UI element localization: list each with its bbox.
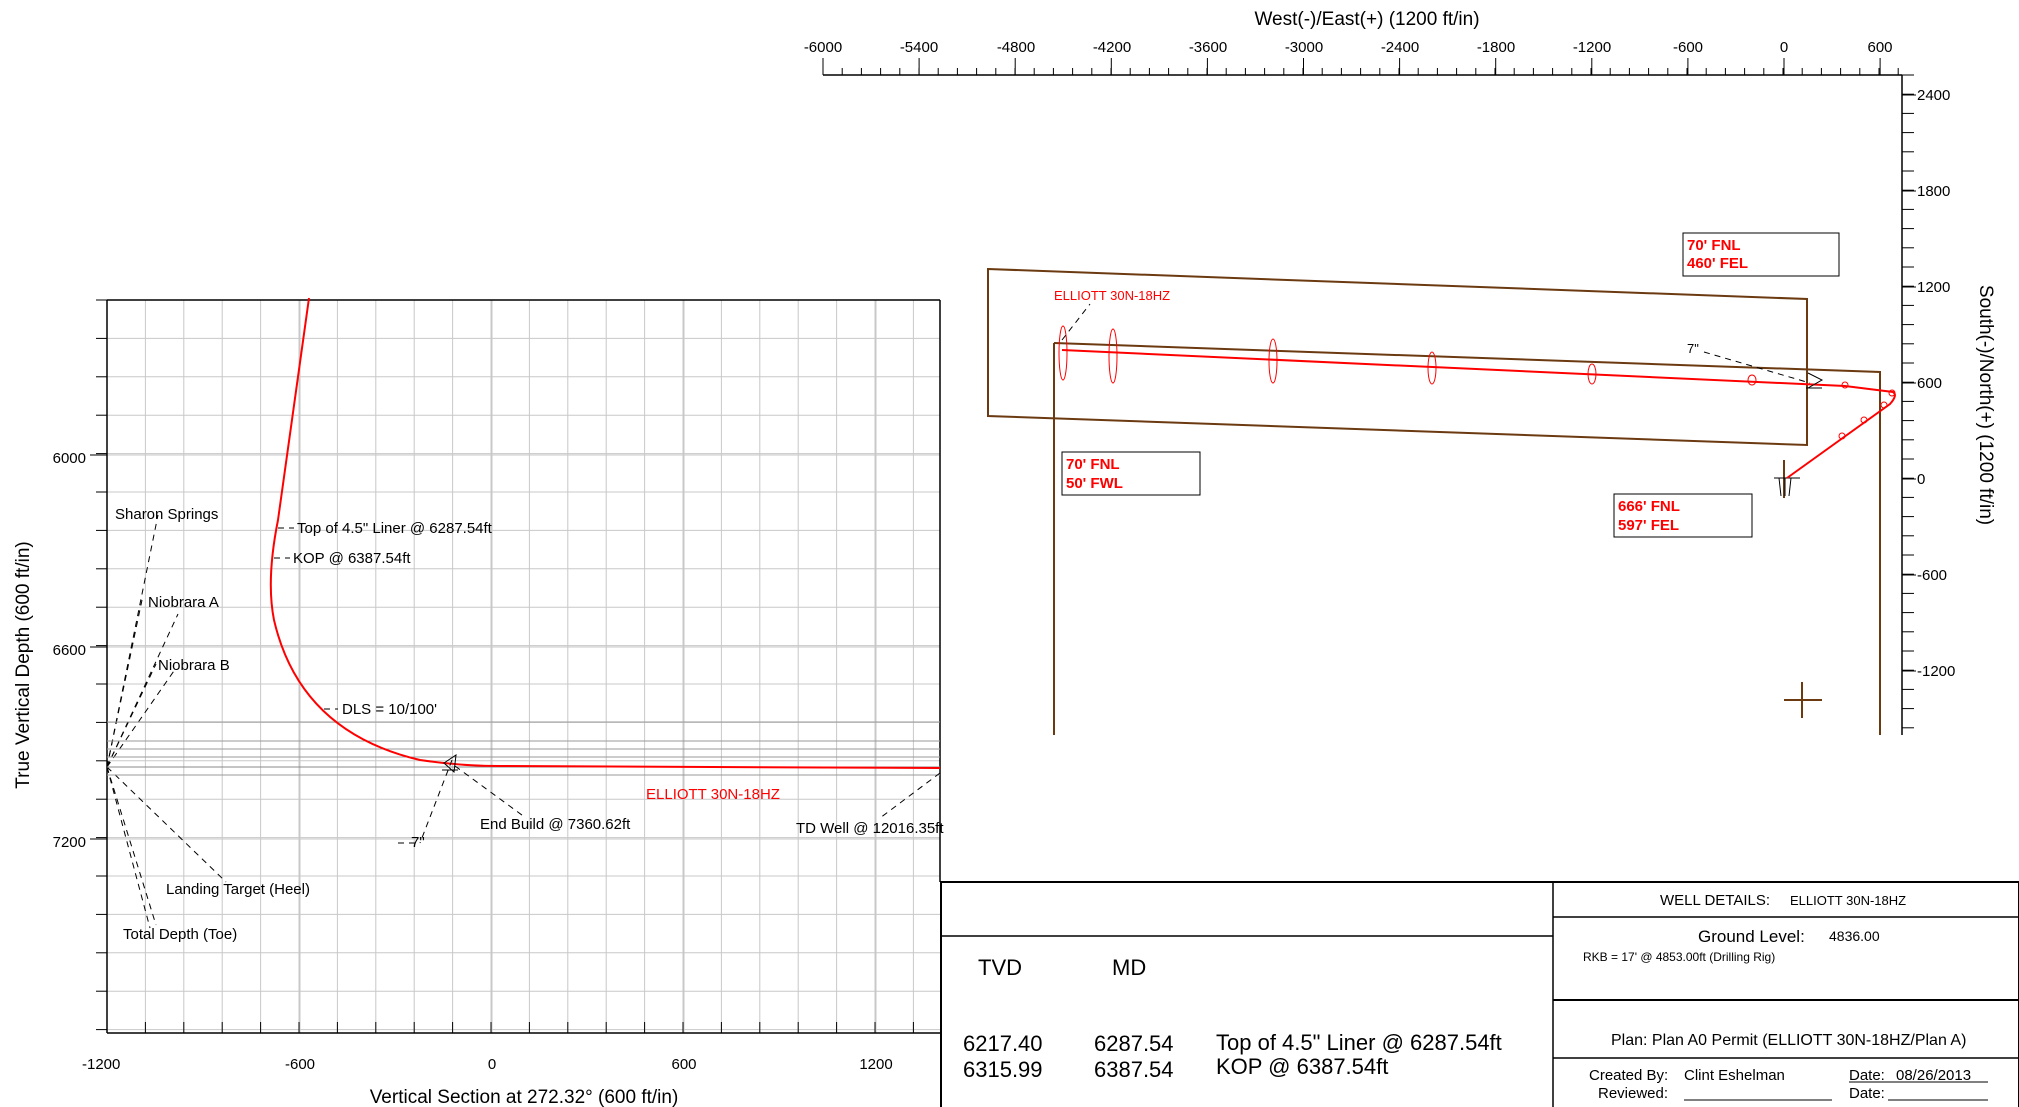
row2-md: 6387.54 — [1094, 1057, 1174, 1082]
annot-dls: DLS = 10/100' — [342, 701, 437, 718]
plan-ytick-2: 1200 — [1917, 279, 1950, 296]
date-label-1: Date: — [1849, 1067, 1885, 1084]
plan-ytick-6: -1200 — [1917, 663, 1955, 680]
created-by-value: Clint Eshelman — [1684, 1067, 1785, 1084]
ground-level-value: 4836.00 — [1829, 928, 1880, 944]
box2-line2: 50' FWL — [1066, 475, 1123, 492]
section-well-name: ELLIOTT 30N-18HZ — [646, 786, 780, 803]
box3-line1: 666' FNL — [1618, 498, 1680, 515]
ground-level-label: Ground Level: — [1698, 927, 1805, 946]
annot-td-well: TD Well @ 12016.35ft — [796, 820, 944, 837]
plan-xtick-11: 600 — [1867, 39, 1892, 56]
plan-xtick-4: -3600 — [1189, 39, 1227, 56]
plan-ytick-1: 1800 — [1917, 183, 1950, 200]
hardline-box — [987, 267, 1808, 447]
box1-line1: 70' FNL — [1687, 237, 1741, 254]
created-by-label: Created By: — [1589, 1067, 1668, 1084]
section-ytick-1: 6600 — [53, 642, 86, 659]
plan-xtick-9: -600 — [1673, 39, 1703, 56]
plan-casing-icon — [1806, 372, 1824, 389]
section-xtick-1: -600 — [285, 1056, 315, 1073]
plan-ytick-4: 0 — [1917, 471, 1925, 488]
rig-icon — [1774, 477, 1800, 497]
box3-line2: 597' FEL — [1618, 517, 1679, 534]
plan-xtick-7: -1800 — [1477, 39, 1515, 56]
casing-shoe-icon — [442, 753, 458, 774]
formation-leaders — [106, 514, 227, 929]
row1-md: 6287.54 — [1094, 1031, 1174, 1056]
plan-view: West(-)/East(+) (1200 ft/in) -6000 -5400… — [804, 9, 1996, 735]
plan-xtick-10: 0 — [1780, 39, 1788, 56]
formation-niobrara-b: Niobrara B — [158, 657, 230, 674]
col-md-header: MD — [1112, 955, 1146, 980]
title-block: TVD MD 6217.40 6287.54 Top of 4.5" Liner… — [940, 881, 2019, 1107]
plan-ytick-5: -600 — [1917, 567, 1947, 584]
section-x-label: Vertical Section at 272.32° (600 ft/in) — [370, 1087, 679, 1107]
plan-xtick-2: -4800 — [997, 39, 1035, 56]
box-70fnl-50fwl — [1061, 451, 1201, 496]
plan-text: Plan: Plan A0 Permit (ELLIOTT 30N-18HZ/P… — [1611, 1032, 1966, 1049]
date-label-2: Date: — [1849, 1085, 1885, 1102]
plan-xtick-8: -1200 — [1573, 39, 1611, 56]
reviewed-label: Reviewed: — [1598, 1085, 1668, 1102]
section-xtick-3: 600 — [671, 1056, 696, 1073]
section-y-label: True Vertical Depth (600 ft/in) — [13, 541, 34, 788]
plan-well-name: ELLIOTT 30N-18HZ — [1054, 288, 1170, 303]
formation-total-depth: Total Depth (Toe) — [123, 926, 237, 943]
row2-desc: KOP @ 6387.54ft — [1216, 1054, 1388, 1079]
row2-tvd: 6315.99 — [963, 1057, 1043, 1082]
section-ytick-0: 6000 — [53, 450, 86, 467]
formation-niobrara-a: Niobrara A — [148, 594, 219, 611]
annot-kop: KOP @ 6387.54ft — [293, 550, 411, 567]
plan-y-label: South(-)/North(+) (1200 ft/in) — [1975, 285, 1996, 525]
well-details-label: WELL DETAILS: — [1660, 892, 1770, 909]
plan-ytick-0: 2400 — [1917, 87, 1950, 104]
formation-landing-target: Landing Target (Heel) — [166, 881, 310, 898]
plan-x-label: West(-)/East(+) (1200 ft/in) — [1254, 9, 1479, 30]
annot-casing: 7" — [411, 834, 425, 851]
plan-xtick-6: -2400 — [1381, 39, 1419, 56]
section-view: -1200 -600 0 600 1200 6000 6600 7200 Ver… — [13, 297, 944, 1107]
section-xtick-4: 1200 — [859, 1056, 892, 1073]
row1-tvd: 6217.40 — [963, 1031, 1043, 1056]
section-ticks — [90, 299, 914, 1033]
box-666fnl-597fel — [1613, 493, 1753, 538]
plan-xtick-1: -5400 — [900, 39, 938, 56]
date-value: 08/26/2013 — [1896, 1067, 1971, 1084]
row1-desc: Top of 4.5" Liner @ 6287.54ft — [1216, 1030, 1502, 1055]
plan-casing-label: 7" — [1687, 341, 1699, 356]
col-tvd-header: TVD — [978, 955, 1022, 980]
plan-xtick-0: -6000 — [804, 39, 842, 56]
formation-sharon-springs: Sharon Springs — [115, 506, 218, 523]
plan-xtick-5: -3000 — [1285, 39, 1323, 56]
annot-top-liner: Top of 4.5" Liner @ 6287.54ft — [297, 520, 493, 537]
annot-end-build: End Build @ 7360.62ft — [480, 816, 631, 833]
well-details-name: ELLIOTT 30N-18HZ — [1790, 893, 1906, 908]
section-xtick-0: -1200 — [82, 1056, 120, 1073]
section-grid — [106, 299, 940, 1033]
box1-line2: 460' FEL — [1687, 255, 1748, 272]
plan-ticks — [822, 58, 1916, 729]
section-line-east — [1053, 342, 1881, 735]
uncertainty-ellipses — [1058, 325, 1896, 440]
box2-line1: 70' FNL — [1066, 456, 1120, 473]
plan-xtick-3: -4200 — [1093, 39, 1131, 56]
box-70fnl-460fel — [1682, 232, 1840, 277]
plan-wellpath — [1061, 349, 1896, 479]
plan-ytick-3: 600 — [1917, 375, 1942, 392]
section-wellpath — [269, 297, 941, 769]
rkb-text: RKB = 17' @ 4853.00ft (Drilling Rig) — [1583, 950, 1775, 964]
section-xtick-2: 0 — [488, 1056, 496, 1073]
section-ytick-2: 7200 — [53, 834, 86, 851]
